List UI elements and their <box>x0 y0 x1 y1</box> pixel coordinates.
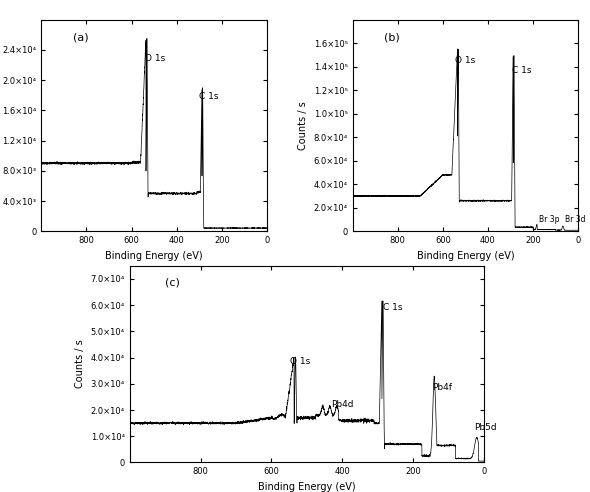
X-axis label: Binding Energy (eV): Binding Energy (eV) <box>417 250 514 261</box>
Text: O 1s: O 1s <box>290 357 310 366</box>
Text: C 1s: C 1s <box>382 303 402 312</box>
Text: C 1s: C 1s <box>199 92 219 101</box>
Text: Br 3p: Br 3p <box>539 215 559 224</box>
Text: O 1s: O 1s <box>145 54 165 63</box>
Text: Pb4f: Pb4f <box>432 383 453 392</box>
Text: (c): (c) <box>165 277 180 287</box>
Y-axis label: Counts / s: Counts / s <box>75 339 85 389</box>
Text: Pb5d: Pb5d <box>474 423 497 431</box>
Text: Pb4d: Pb4d <box>332 400 354 409</box>
Text: (b): (b) <box>384 33 400 43</box>
Text: Br 3d: Br 3d <box>565 215 586 224</box>
X-axis label: Binding Energy (eV): Binding Energy (eV) <box>105 250 203 261</box>
Text: C 1s: C 1s <box>512 65 532 75</box>
X-axis label: Binding Energy (eV): Binding Energy (eV) <box>258 482 356 492</box>
Y-axis label: Counts / s: Counts / s <box>298 101 308 150</box>
Text: (a): (a) <box>73 33 88 43</box>
Text: O 1s: O 1s <box>455 56 476 65</box>
